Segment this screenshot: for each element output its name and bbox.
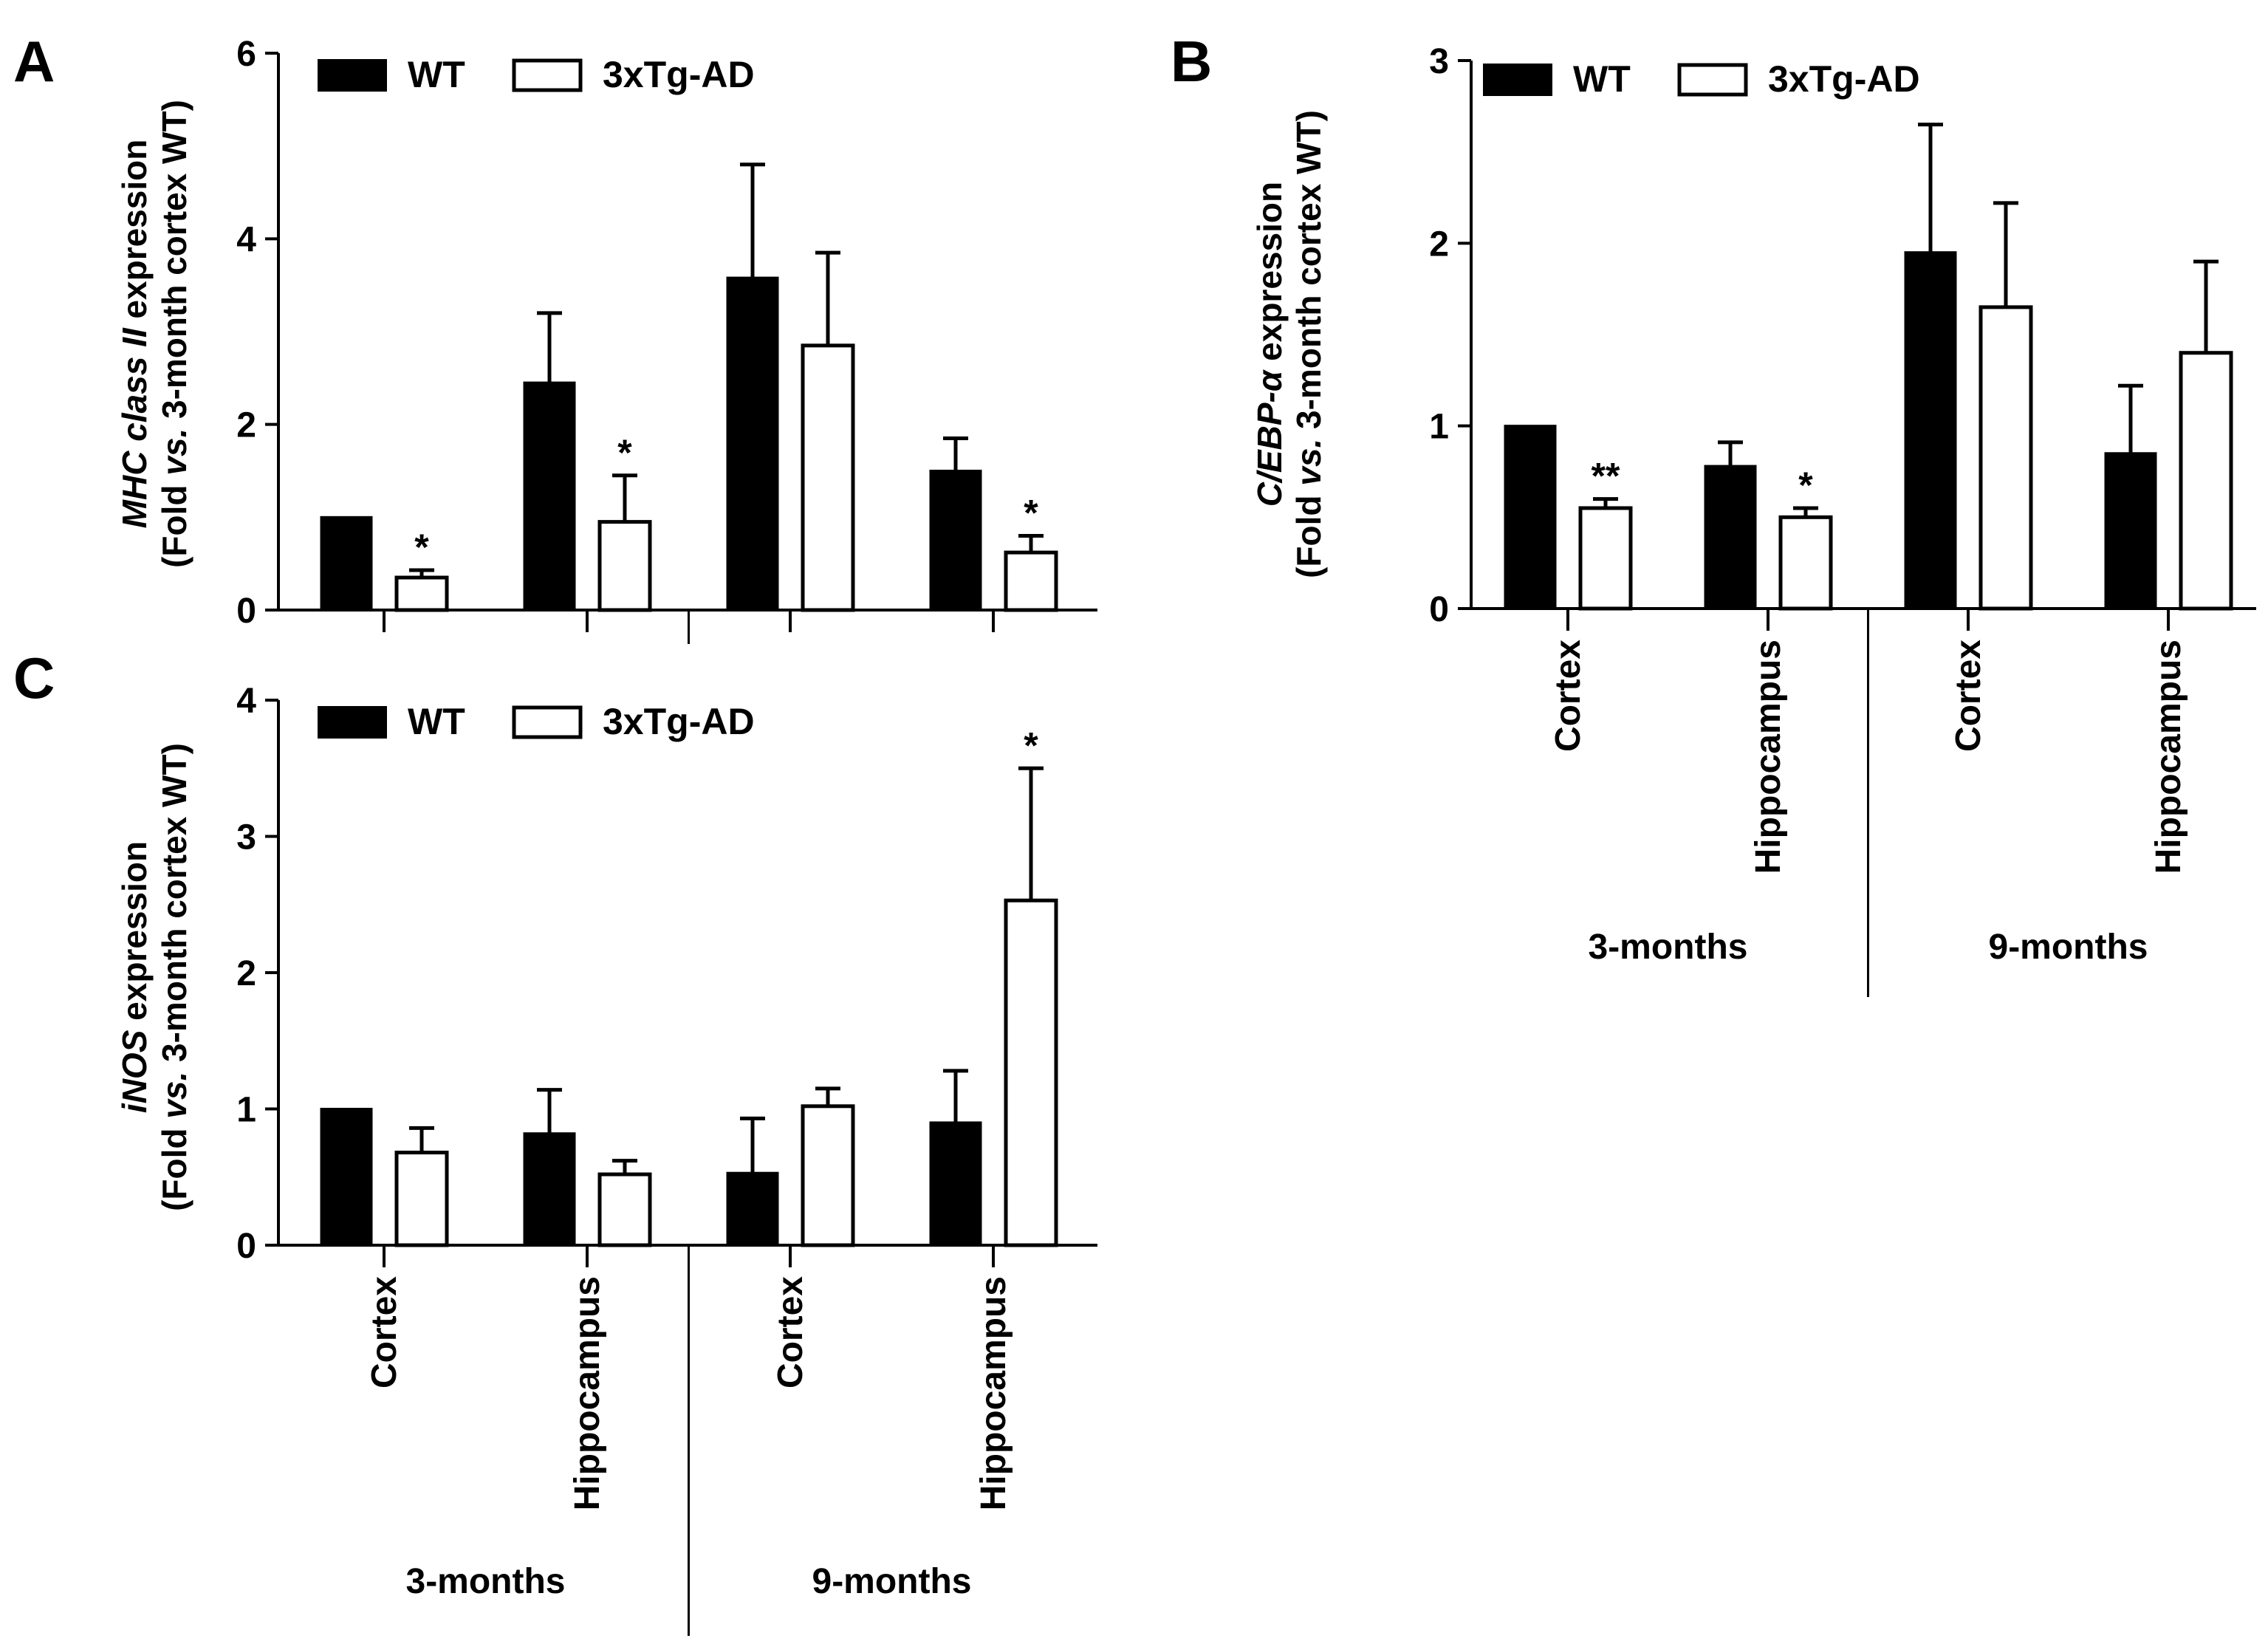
group-label-9-months: 9-months xyxy=(812,1562,972,1601)
legend-label-wt: WT xyxy=(408,54,465,95)
legend: WT 3xTg-AD xyxy=(1483,58,1920,100)
bar-wt xyxy=(929,470,982,612)
significance-marker: * xyxy=(414,527,429,568)
y-axis-title-suffix: 3-month cortex WT) xyxy=(1289,110,1328,439)
significance-marker: * xyxy=(1024,725,1038,766)
bar-wt xyxy=(1504,425,1557,610)
legend-swatch-wt xyxy=(318,59,387,92)
y-tick-label: 2 xyxy=(1429,225,1449,264)
y-axis-title-text: expression xyxy=(1250,182,1289,371)
bar-3xtg xyxy=(597,520,652,612)
category-label: Cortex xyxy=(1549,640,1588,752)
bar-3xtg xyxy=(801,343,855,612)
legend-swatch-wt xyxy=(1483,64,1552,96)
significance-marker: ** xyxy=(1592,456,1620,497)
y-tick-label: 3 xyxy=(1429,42,1449,81)
group-label-3-months: 3-months xyxy=(1589,928,1748,967)
category-label: Hippocampus xyxy=(568,1276,607,1510)
bar-3xtg xyxy=(801,1104,855,1247)
category-label: Hippocampus xyxy=(2149,640,2188,874)
category-label: Cortex xyxy=(771,1276,810,1388)
category-label: Hippocampus xyxy=(974,1276,1013,1510)
bar-3xtg xyxy=(394,575,449,612)
y-axis-title-text: expression xyxy=(115,841,154,1030)
y-axis-title-line2: (Fold vs. 3-month cortex WT) xyxy=(155,743,193,1211)
group-label-9-months: 9-months xyxy=(1989,928,2148,967)
y-axis-title-prefix: (Fold xyxy=(155,1119,193,1211)
category-label: Cortex xyxy=(365,1276,404,1388)
legend-label-tg: 3xTg-AD xyxy=(1768,58,1920,100)
legend-label-tg: 3xTg-AD xyxy=(603,701,755,742)
group-label-3-months: 3-months xyxy=(406,1562,566,1601)
y-tick-label: 6 xyxy=(236,35,256,74)
y-axis-title-prefix: (Fold xyxy=(1289,486,1328,578)
panel-label: C xyxy=(13,645,55,710)
significance-marker: * xyxy=(1024,492,1038,533)
significance-marker: * xyxy=(1798,465,1813,506)
y-tick-label: 4 xyxy=(236,682,256,721)
legend-swatch-tg xyxy=(512,705,583,739)
category-label: Cortex xyxy=(1949,640,1988,752)
y-axis-title-line2: (Fold vs. 3-month cortex WT) xyxy=(155,100,193,568)
y-axis-title-vs: vs. xyxy=(155,428,193,476)
bar-wt xyxy=(320,516,373,612)
significance-marker: * xyxy=(617,432,632,473)
y-axis-title-italic: iNOS xyxy=(115,1030,154,1113)
y-axis-title-line1: iNOS expression xyxy=(115,841,154,1113)
bar-wt xyxy=(1904,251,1957,610)
bar-wt xyxy=(1704,465,1757,610)
y-axis-title-line2: (Fold vs. 3-month cortex WT) xyxy=(1289,110,1328,578)
bar-3xtg xyxy=(2179,351,2233,611)
y-tick-label: 0 xyxy=(236,592,256,631)
legend-swatch-tg xyxy=(512,58,583,92)
y-axis-title-text: expression xyxy=(115,140,154,329)
y-axis-title-italic: C/EBP-α xyxy=(1250,369,1289,507)
legend-swatch-wt xyxy=(318,706,387,739)
bar-3xtg xyxy=(394,1151,449,1247)
bar-3xtg xyxy=(1778,515,1833,611)
bar-3xtg xyxy=(1578,506,1633,611)
bar-3xtg xyxy=(1004,550,1058,612)
y-tick-label: 1 xyxy=(236,1091,256,1130)
bar-3xtg xyxy=(1978,305,2033,611)
legend-label-wt: WT xyxy=(1573,58,1631,100)
bar-wt xyxy=(523,381,576,612)
y-tick-label: 4 xyxy=(236,220,256,259)
y-axis-title-vs: vs. xyxy=(155,1072,193,1119)
bar-wt xyxy=(2104,452,2157,610)
bar-wt xyxy=(523,1132,576,1247)
bar-wt xyxy=(929,1121,982,1247)
legend-swatch-tg xyxy=(1677,63,1748,97)
legend: WT 3xTg-AD xyxy=(318,54,755,95)
y-axis-title-line1: C/EBP-α expression xyxy=(1250,182,1289,507)
bar-3xtg xyxy=(597,1172,652,1247)
panel-label: B xyxy=(1171,29,1212,94)
y-tick-label: 0 xyxy=(236,1227,256,1266)
bar-wt xyxy=(726,1171,779,1247)
legend-label-tg: 3xTg-AD xyxy=(603,54,755,95)
y-axis-title-line1: MHC class II expression xyxy=(115,140,154,529)
legend: WT 3xTg-AD xyxy=(318,701,755,742)
y-axis-title-suffix: 3-month cortex WT) xyxy=(155,743,193,1072)
bar-3xtg xyxy=(1004,898,1058,1247)
y-tick-label: 0 xyxy=(1429,590,1449,629)
y-axis-title-vs: vs. xyxy=(1289,439,1328,486)
y-tick-label: 3 xyxy=(236,818,256,857)
y-axis-title-prefix: (Fold xyxy=(155,476,193,568)
panel-label: A xyxy=(13,29,55,94)
y-tick-label: 2 xyxy=(236,954,256,993)
bar-wt xyxy=(726,276,779,612)
category-label: Hippocampus xyxy=(1749,640,1788,874)
y-axis-title-suffix: 3-month cortex WT) xyxy=(155,100,193,428)
y-tick-label: 2 xyxy=(236,406,256,445)
bar-wt xyxy=(320,1108,373,1247)
legend-label-wt: WT xyxy=(408,701,465,742)
y-tick-label: 1 xyxy=(1429,408,1449,447)
y-axis-title-italic: MHC class II xyxy=(115,327,154,528)
